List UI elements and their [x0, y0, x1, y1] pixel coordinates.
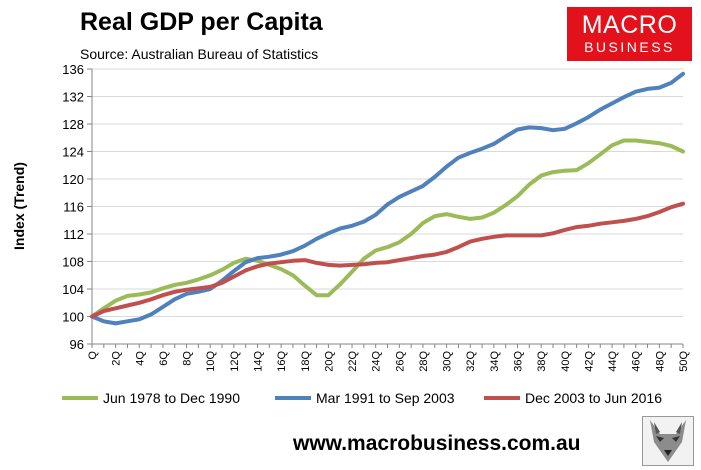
xtick-label-Q: Q — [87, 351, 99, 360]
xtick-label-24Q: 24Q — [371, 351, 383, 372]
xtick-label-20Q: 20Q — [323, 351, 335, 372]
logo-line-business: BUSINESS — [584, 39, 675, 55]
series-line-3 — [90, 201, 685, 319]
ytick-label-136: 136 — [62, 62, 84, 77]
y-axis-label: Index (Trend) — [11, 162, 27, 250]
ytick-label-116: 116 — [63, 200, 84, 215]
ytick-label-112: 112 — [63, 227, 84, 242]
xtick-label-18Q: 18Q — [300, 351, 312, 372]
xtick-label-36Q: 36Q — [513, 351, 525, 372]
legend-label-series-1: Jun 1978 to Dec 1990 — [103, 390, 240, 406]
xtick-label-32Q: 32Q — [465, 351, 477, 372]
ytick-label-132: 132 — [62, 90, 84, 105]
xtick-label-16Q: 16Q — [276, 351, 288, 372]
series-lines — [90, 71, 685, 326]
xtick-label-22Q: 22Q — [347, 351, 359, 372]
legend-label-series-3: Dec 2003 to Jun 2016 — [525, 390, 662, 406]
series-line-2 — [90, 71, 685, 326]
xtick-label-14Q: 14Q — [252, 351, 264, 372]
legend-label-series-2: Mar 1991 to Sep 2003 — [316, 390, 455, 406]
xtick-label-44Q: 44Q — [607, 351, 619, 372]
ytick-label-128: 128 — [62, 117, 84, 132]
footer-url: www.macrobusiness.com.au — [293, 432, 581, 455]
chart-title: Real GDP per Capita — [80, 8, 323, 36]
x-axis-ticks: Q 2Q 4Q 6Q 8Q 10Q 12Q 14Q 16Q 18Q 20Q 22Q 24Q 26Q 28Q 3… — [87, 344, 690, 372]
ytick-label-120: 120 — [62, 172, 84, 187]
xtick-label-28Q: 28Q — [418, 351, 430, 372]
xtick-label-12Q: 12Q — [229, 351, 241, 372]
xtick-label-30Q: 30Q — [442, 351, 454, 372]
xtick-label-40Q: 40Q — [560, 351, 572, 372]
ytick-label-96: 96 — [70, 337, 84, 352]
series-line-1 — [90, 138, 685, 319]
fox-logo-icon — [642, 416, 694, 466]
ytick-label-104: 104 — [62, 282, 84, 297]
xtick-label-2Q: 2Q — [111, 351, 123, 366]
chart-source: Source: Australian Bureau of Statistics — [80, 46, 319, 62]
xtick-label-48Q: 48Q — [654, 351, 666, 372]
legend: Jun 1978 to Dec 1990 Mar 1991 to Sep 200… — [62, 390, 662, 406]
xtick-label-50Q: 50Q — [678, 351, 690, 372]
xtick-label-8Q: 8Q — [182, 351, 194, 366]
y-axis-ticks: 96 100 104 108 112 116 120 124 128 132 136 — [62, 62, 92, 352]
logo-line-macro: MACRO — [581, 11, 678, 39]
macrobusiness-logo: MACRO BUSINESS — [567, 7, 692, 61]
xtick-label-34Q: 34Q — [489, 351, 501, 372]
xtick-label-38Q: 38Q — [536, 351, 548, 372]
grid-lines — [92, 68, 683, 317]
ytick-label-100: 100 — [62, 310, 84, 325]
xtick-label-6Q: 6Q — [158, 351, 170, 366]
xtick-label-10Q: 10Q — [205, 351, 217, 372]
ytick-label-108: 108 — [62, 255, 84, 270]
xtick-label-26Q: 26Q — [394, 351, 406, 372]
xtick-label-4Q: 4Q — [134, 351, 146, 366]
xtick-label-42Q: 42Q — [583, 351, 595, 372]
ytick-label-124: 124 — [62, 145, 84, 160]
xtick-label-46Q: 46Q — [631, 351, 643, 372]
